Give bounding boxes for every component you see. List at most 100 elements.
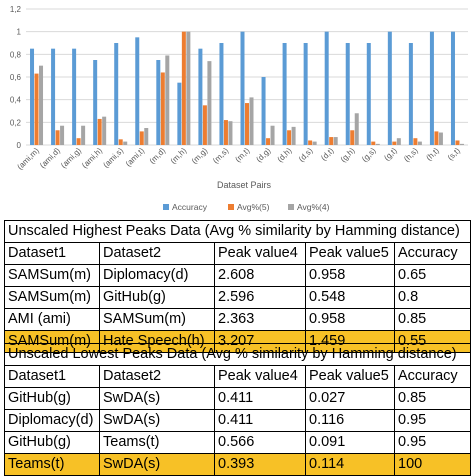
x-tick-label: (d,s) bbox=[297, 146, 315, 164]
table-cell: 0.116 bbox=[305, 409, 395, 432]
bar-avg-5- bbox=[329, 137, 334, 145]
table-cell: 100 bbox=[393, 453, 472, 476]
bar-avg-5- bbox=[181, 31, 186, 146]
legend-label: Accuracy bbox=[172, 202, 208, 212]
bar-avg-4- bbox=[417, 141, 422, 145]
bar-avg-5- bbox=[434, 131, 439, 145]
table-cell: 0.958 bbox=[305, 308, 395, 331]
table-header-row: Dataset1 Dataset2 Peak value4 Peak value… bbox=[4, 242, 471, 265]
y-tick-label: 0,2 bbox=[10, 118, 22, 127]
bar-avg-5- bbox=[34, 73, 39, 145]
bar-accuracy bbox=[198, 48, 203, 145]
x-tick-label: (g,t) bbox=[382, 146, 399, 163]
column-header: Accuracy bbox=[393, 365, 472, 388]
y-tick-label: 1 bbox=[17, 28, 22, 37]
x-tick-label: (g,s) bbox=[360, 146, 378, 164]
bar-avg-5- bbox=[455, 140, 460, 145]
column-header: Peak value4 bbox=[214, 365, 306, 388]
bar-avg-5- bbox=[413, 138, 418, 145]
table-cell: 0.958 bbox=[305, 264, 395, 287]
bar-avg-5- bbox=[76, 138, 81, 145]
bar-avg-5- bbox=[139, 131, 144, 145]
table-row: Diplomacy(d) SwDA(s) 0.411 0.116 0.95 bbox=[4, 409, 472, 432]
bar-accuracy bbox=[72, 48, 77, 145]
table-cell: SwDA(s) bbox=[99, 387, 215, 410]
column-header: Dataset1 bbox=[4, 365, 100, 388]
legend-swatch bbox=[228, 204, 234, 210]
bar-avg-4- bbox=[228, 121, 233, 145]
x-axis-label: Dataset Pairs bbox=[217, 180, 272, 190]
bar-avg-5- bbox=[118, 139, 123, 145]
x-tick-label: (d,g) bbox=[254, 146, 272, 164]
legend-label: Avg%(5) bbox=[237, 202, 270, 212]
table-cell: 0.091 bbox=[305, 431, 395, 454]
x-tick-label: (d,t) bbox=[319, 146, 336, 163]
table-cell: 0.411 bbox=[214, 387, 306, 410]
table-cell: SAMSum(m) bbox=[99, 308, 215, 331]
table-cell: 0.85 bbox=[394, 308, 471, 331]
bar-avg-4- bbox=[207, 61, 212, 146]
bar-avg-4- bbox=[102, 116, 107, 145]
bar-avg-5- bbox=[392, 141, 397, 145]
x-tick-label: (m,h) bbox=[169, 146, 189, 166]
bar-avg-4- bbox=[396, 138, 401, 145]
bar-accuracy bbox=[114, 43, 119, 145]
bar-avg-4- bbox=[375, 143, 380, 145]
table-cell: 2.596 bbox=[214, 286, 306, 309]
table-cell: 0.85 bbox=[393, 387, 472, 410]
bar-accuracy bbox=[303, 43, 308, 145]
table-row: GitHub(g) Teams(t) 0.566 0.091 0.95 bbox=[4, 431, 472, 454]
bar-avg-4- bbox=[354, 113, 359, 145]
bar-avg-4- bbox=[165, 55, 170, 145]
bar-avg-4- bbox=[39, 65, 44, 145]
bar-accuracy bbox=[177, 82, 182, 145]
table-row-highlighted: Teams(t) SwDA(s) 0.393 0.114 100 bbox=[4, 453, 472, 476]
highest-peaks-table: Unscaled Highest Peaks Data (Avg % simil… bbox=[4, 220, 471, 353]
column-header: Peak value5 bbox=[305, 365, 395, 388]
bar-avg-5- bbox=[160, 72, 165, 145]
x-tick-label: (ami,s) bbox=[101, 146, 125, 170]
table-cell: 2.363 bbox=[214, 308, 306, 331]
table-cell: 2.608 bbox=[214, 264, 306, 287]
bar-accuracy bbox=[324, 31, 329, 146]
bar-accuracy bbox=[261, 77, 266, 145]
table-cell: 0.65 bbox=[394, 264, 471, 287]
legend-label: Avg%(4) bbox=[297, 202, 330, 212]
bar-accuracy bbox=[240, 31, 245, 146]
x-tick-label: (m,g) bbox=[190, 146, 210, 166]
x-tick-label: (d,h) bbox=[276, 146, 294, 164]
table-row: GitHub(g) SwDA(s) 0.411 0.027 0.85 bbox=[4, 387, 472, 410]
y-axis-tick-labels: 0 0,2 0,4 0,6 0,8 1 1,2 bbox=[10, 5, 22, 150]
highest-peaks-table-title: Unscaled Highest Peaks Data (Avg % simil… bbox=[4, 220, 471, 243]
bar-accuracy bbox=[450, 31, 455, 146]
column-header: Peak value5 bbox=[305, 242, 395, 265]
table-cell: 0.548 bbox=[305, 286, 395, 309]
x-tick-label: (s,t) bbox=[446, 146, 462, 162]
table-cell: 0.393 bbox=[214, 453, 306, 476]
bar-avg-4- bbox=[291, 126, 296, 145]
bar-avg-4- bbox=[249, 97, 254, 145]
column-header: Dataset2 bbox=[99, 365, 215, 388]
table-header-row: Dataset1 Dataset2 Peak value4 Peak value… bbox=[4, 365, 472, 388]
table-cell: SAMSum(m) bbox=[4, 286, 100, 309]
bar-avg-5- bbox=[55, 130, 60, 145]
x-tick-label: (m,t) bbox=[233, 146, 251, 164]
bar-chart: 0 0,2 0,4 0,6 0,8 1 1,2 (ami,m)(ami,d)(ami,g)(… bbox=[10, 5, 468, 212]
bar-avg-4- bbox=[123, 141, 128, 145]
table-cell: GitHub(g) bbox=[99, 286, 215, 309]
bar-accuracy bbox=[30, 48, 35, 145]
bar-avg-5- bbox=[245, 103, 249, 145]
bar-accuracy bbox=[408, 43, 413, 145]
bar-accuracy bbox=[219, 43, 224, 145]
table-cell: SwDA(s) bbox=[99, 453, 215, 476]
bar-accuracy bbox=[345, 43, 350, 145]
table-cell: Diplomacy(d) bbox=[99, 264, 215, 287]
table-cell: 0.027 bbox=[305, 387, 395, 410]
table-cell: 0.95 bbox=[393, 431, 472, 454]
x-tick-label: (g,h) bbox=[339, 146, 357, 164]
y-tick-label: 0 bbox=[17, 141, 22, 150]
bar-avg-4- bbox=[270, 125, 275, 145]
table-cell: SAMSum(m) bbox=[4, 264, 100, 287]
table-cell: GitHub(g) bbox=[4, 431, 100, 454]
x-tick-label: (m,s) bbox=[211, 146, 230, 165]
